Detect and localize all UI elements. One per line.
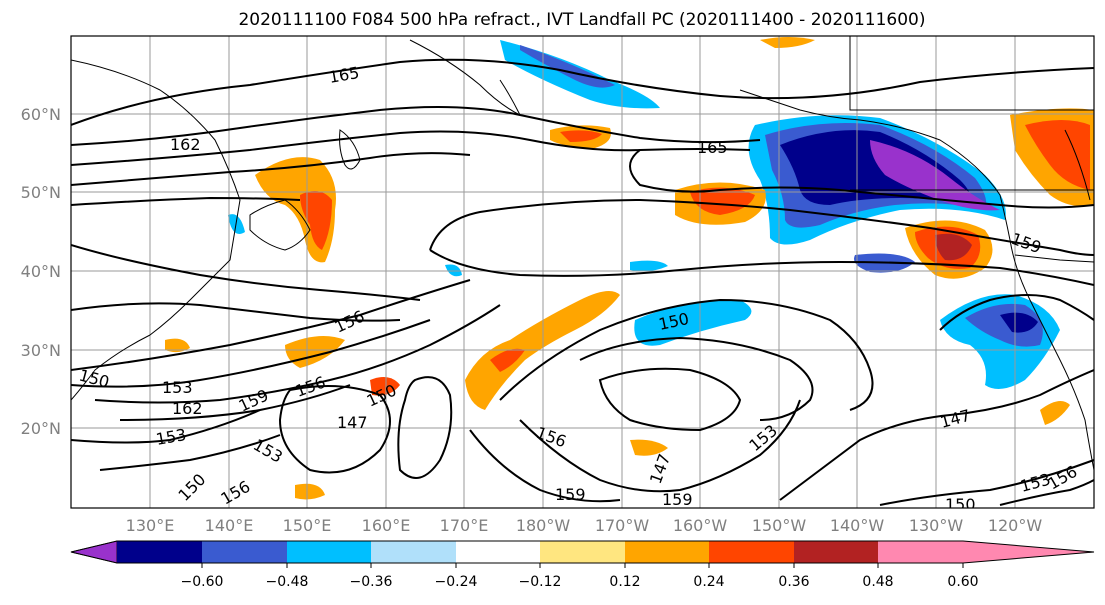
- lon-label: 120°W: [988, 516, 1043, 535]
- lon-label: 180°W: [516, 516, 571, 535]
- shade-darkred-ne: [935, 233, 972, 261]
- colorbar-tick-label: −0.48: [266, 574, 309, 590]
- shade-navy-coast: [1000, 312, 1038, 333]
- lon-label: 160°W: [673, 516, 728, 535]
- graticule: [71, 36, 1094, 508]
- lon-label: 150°E: [283, 516, 332, 535]
- colorbar-max-extend: [963, 541, 1094, 563]
- colorbar-tick-label: −0.36: [350, 574, 393, 590]
- contour-label: 165: [697, 138, 728, 157]
- colorbar-min-extend: [70, 540, 118, 564]
- lon-label: 130°W: [909, 516, 964, 535]
- colorbar-tick-label: 0.12: [609, 574, 640, 590]
- contour-label: 150: [945, 495, 976, 514]
- map-layers: 165 162 165 159 156 150 150 153 162 159 …: [71, 36, 1094, 514]
- longitude-labels: 130°E 140°E 150°E 160°E 170°E 180°W 170°…: [126, 516, 1043, 535]
- shade-orange-arctic: [760, 37, 815, 48]
- lon-label: 140°E: [205, 516, 254, 535]
- lat-label: 20°N: [21, 419, 61, 438]
- lat-label: 50°N: [21, 183, 61, 202]
- shade-orange-south: [295, 483, 325, 500]
- colorbar-tick-label: 0.24: [693, 574, 724, 590]
- shade-red-midpac: [690, 187, 755, 215]
- colorbar-tick-label: −0.60: [181, 574, 224, 590]
- shade-orange-hawaii: [630, 439, 668, 456]
- figure-title: 2020111100 F084 500 hPa refract., IVT La…: [238, 10, 925, 30]
- shade-purple-gulf: [870, 140, 1000, 211]
- colorbar-segment: [540, 541, 625, 563]
- colorbar-segment: [287, 541, 371, 563]
- colorbar-segment: [878, 541, 963, 563]
- shade-blue-small1: [630, 260, 668, 272]
- colorbar: −0.60 −0.48 −0.36 −0.24 −0.12 0.12 0.24 …: [70, 540, 1095, 590]
- colorbar-tick-label: 0.60: [947, 574, 978, 590]
- colorbar-tick-label: −0.24: [435, 574, 478, 590]
- lon-label: 130°E: [126, 516, 175, 535]
- lon-label: 170°W: [595, 516, 650, 535]
- colorbar-tick-labels: −0.60 −0.48 −0.36 −0.24 −0.12 0.12 0.24 …: [181, 574, 979, 590]
- contour-label: 153: [162, 378, 193, 397]
- map-border: [70, 35, 1095, 509]
- lon-label: 170°E: [440, 516, 489, 535]
- colorbar-segment: [202, 541, 287, 563]
- lon-label: 140°W: [830, 516, 885, 535]
- colorbar-tick-label: 0.48: [862, 574, 893, 590]
- lon-label: 160°E: [362, 516, 411, 535]
- shade-orange-west3: [165, 338, 190, 353]
- lat-label: 60°N: [21, 105, 61, 124]
- colorbar-outline: [70, 540, 1095, 564]
- lon-label: 150°W: [752, 516, 807, 535]
- shade-blue-mid: [634, 300, 752, 346]
- colorbar-segment: [371, 541, 456, 563]
- colorbar-segment: [456, 541, 540, 563]
- shade-red-subtrop: [490, 348, 525, 372]
- map-frame-bg: [71, 36, 1094, 508]
- shade-orange-west2: [370, 376, 400, 396]
- colorbar-segment: [794, 541, 878, 563]
- contour-label: 147: [337, 413, 368, 432]
- shade-blue-small2: [445, 264, 462, 277]
- latitude-labels: 60°N 50°N 40°N 30°N 20°N: [21, 105, 61, 438]
- colorbar-segment: [709, 541, 794, 563]
- shade-orange-subtrop: [465, 291, 620, 410]
- shade-orange-east: [1040, 401, 1070, 425]
- lat-label: 30°N: [21, 341, 61, 360]
- colorbar-tick-label: −0.12: [519, 574, 562, 590]
- shade-red-canada: [1025, 120, 1090, 190]
- colorbar-segment: [625, 541, 709, 563]
- height-contours: [71, 58, 1094, 506]
- shade-red-kamchatka: [560, 130, 602, 142]
- colorbar-ticks: [201, 563, 964, 568]
- positive-ivt-shading: [165, 37, 1094, 500]
- shade-red-japan: [300, 191, 332, 250]
- colorbar-tick-label: 0.36: [778, 574, 809, 590]
- colorbar-segment: [117, 541, 202, 563]
- lat-label: 40°N: [21, 262, 61, 281]
- contour-label: 159: [555, 485, 586, 504]
- contour-label: 162: [172, 399, 203, 418]
- coastlines: [71, 36, 1094, 471]
- contour-label: 159: [662, 490, 693, 509]
- contour-label: 162: [170, 135, 201, 154]
